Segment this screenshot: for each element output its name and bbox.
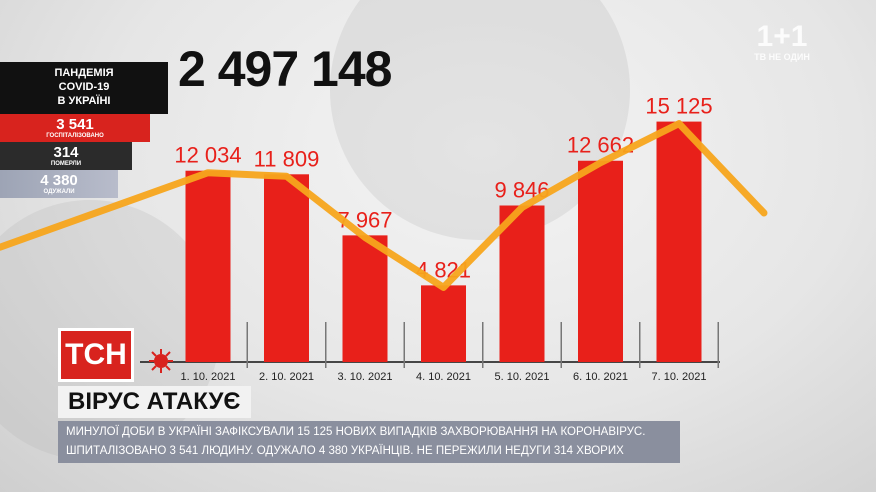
category-label-4: 4. 10. 2021: [416, 371, 471, 383]
trend-line: [0, 120, 768, 291]
headline: ВІРУС АТАКУЄ: [58, 386, 251, 418]
bar-1: [185, 170, 231, 362]
total-cases: 2 497 148: [178, 41, 392, 97]
channel-logo: 1+1 ТВ НЕ ОДИН: [754, 20, 810, 63]
category-label-3: 3. 10. 2021: [337, 371, 392, 383]
bar-3: [342, 235, 388, 362]
pandemic-title: ПАНДЕМІЯ COVID-19 В УКРАЇНІ: [0, 62, 168, 114]
category-label-1: 1. 10. 2021: [180, 371, 235, 383]
hospitalized-stat: 3 541 ГОСПІТАЛІЗОВАНО: [0, 114, 150, 142]
value-label-1: 12 034: [174, 143, 241, 168]
news-caption: МИНУЛОЇ ДОБИ В УКРАЇНІ ЗАФІКСУВАЛИ 15 12…: [58, 421, 680, 463]
value-label-2: 11 809: [254, 146, 320, 171]
bar-4: [421, 285, 466, 362]
category-label-2: 2. 10. 2021: [259, 371, 314, 383]
bar-2: [264, 174, 309, 362]
bar-5: [499, 205, 545, 362]
category-label-6: 6. 10. 2021: [573, 371, 628, 383]
category-label-5: 5. 10. 2021: [494, 371, 549, 383]
bar-6: [578, 160, 623, 362]
category-label-7: 7. 10. 2021: [651, 371, 706, 383]
tsn-logo: ТСН: [58, 328, 134, 382]
bar-7: [656, 121, 702, 362]
virus-icon: [149, 349, 173, 373]
recovered-stat: 4 380 ОДУЖАЛИ: [0, 170, 118, 198]
died-stat: 314 ПОМЕРЛИ: [0, 142, 132, 170]
value-label-7: 15 125: [645, 94, 712, 119]
